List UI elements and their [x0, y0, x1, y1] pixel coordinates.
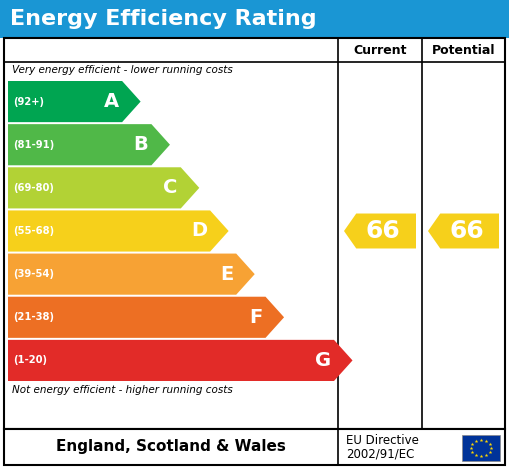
Text: F: F: [249, 308, 263, 327]
Polygon shape: [8, 167, 200, 208]
Text: (39-54): (39-54): [13, 269, 54, 279]
Polygon shape: [8, 124, 170, 165]
Text: Current: Current: [353, 43, 407, 57]
Text: 66: 66: [449, 219, 484, 243]
Text: A: A: [104, 92, 119, 111]
Text: Potential: Potential: [432, 43, 495, 57]
Polygon shape: [8, 254, 254, 295]
Bar: [4, 429, 505, 465]
Polygon shape: [8, 297, 284, 338]
Text: (55-68): (55-68): [13, 226, 54, 236]
Text: (92+): (92+): [13, 97, 44, 106]
Text: E: E: [220, 265, 233, 283]
Text: (21-38): (21-38): [13, 312, 54, 322]
Polygon shape: [8, 340, 353, 381]
Polygon shape: [344, 213, 416, 248]
Text: EU Directive: EU Directive: [346, 434, 419, 447]
Text: Not energy efficient - higher running costs: Not energy efficient - higher running co…: [12, 385, 233, 395]
Text: 2002/91/EC: 2002/91/EC: [346, 447, 414, 460]
Text: G: G: [315, 351, 331, 370]
Text: England, Scotland & Wales: England, Scotland & Wales: [56, 439, 286, 454]
Polygon shape: [8, 81, 140, 122]
Bar: [4, 38, 505, 429]
Text: (1-20): (1-20): [13, 355, 47, 366]
Polygon shape: [428, 213, 499, 248]
Polygon shape: [8, 211, 229, 252]
Text: D: D: [191, 221, 207, 241]
Text: Very energy efficient - lower running costs: Very energy efficient - lower running co…: [12, 65, 233, 75]
Text: Energy Efficiency Rating: Energy Efficiency Rating: [10, 9, 317, 29]
Text: C: C: [163, 178, 178, 198]
Text: (81-91): (81-91): [13, 140, 54, 150]
Text: B: B: [134, 135, 149, 154]
Bar: [0, 0, 509, 38]
Text: (69-80): (69-80): [13, 183, 54, 193]
Text: 66: 66: [365, 219, 401, 243]
Bar: [462, 435, 500, 461]
